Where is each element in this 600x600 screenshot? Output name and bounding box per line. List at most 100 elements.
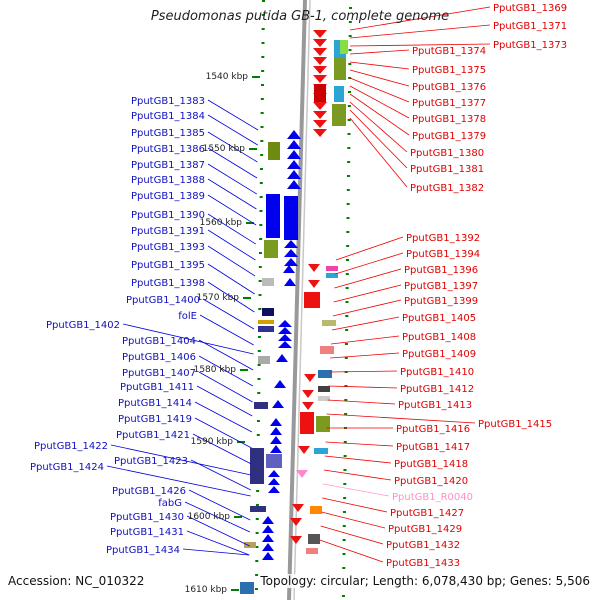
right-leader-line (328, 385, 398, 389)
right-gene-label: PputGB1_1415 (478, 419, 552, 430)
scale-dot (260, 154, 264, 156)
left-leader-line (207, 194, 257, 226)
right-leader-line (349, 77, 410, 103)
left-gene-label: PputGB1_1393 (131, 242, 205, 253)
right-leader-line (331, 335, 400, 345)
forward-gene-arrow (270, 445, 282, 453)
reverse-gene-box (320, 346, 334, 354)
left-leader-line (207, 163, 257, 195)
left-gene-label: PputGB1_1387 (131, 160, 205, 171)
scale-dot (255, 532, 259, 534)
gene-features (240, 30, 348, 594)
reverse-gene-arrow (290, 536, 302, 544)
scale-dot (259, 168, 263, 170)
scale-dot (347, 119, 351, 121)
left-leader-line (122, 323, 254, 355)
right-gene-label: PputGB1_1432 (386, 540, 460, 551)
scale-tick (231, 589, 239, 591)
scale-dot (254, 588, 258, 590)
left-leader-line (207, 229, 256, 261)
right-gene-label: PputGB1_1371 (493, 21, 567, 32)
scale-dot (257, 378, 261, 380)
right-gene-label: PputGB1_1377 (412, 98, 486, 109)
forward-gene-box (266, 194, 280, 238)
reverse-gene-arrow (313, 75, 327, 83)
reverse-gene-box (326, 266, 338, 271)
reverse-gene-box (318, 370, 332, 378)
left-gene-label: PputGB1_1431 (110, 527, 184, 538)
forward-gene-box (240, 582, 254, 594)
forward-gene-arrow (278, 320, 292, 327)
forward-gene-box (250, 506, 266, 512)
scale-dot (343, 483, 347, 485)
left-gene-label: fabG (158, 498, 182, 509)
left-leader-line (106, 465, 251, 497)
left-gene-label: PputGB1_1390 (131, 210, 205, 221)
reverse-gene-arrow (308, 280, 320, 288)
left-gene-label: PputGB1_1423 (114, 456, 188, 467)
forward-gene-arrow (268, 470, 280, 477)
right-gene-label: PputGB1_1417 (396, 442, 470, 453)
forward-gene-box (250, 448, 264, 484)
right-gene-label: PputGB1_1376 (412, 82, 486, 93)
scale-dot (344, 385, 348, 387)
scale-dot (259, 238, 263, 240)
forward-gene-box (254, 402, 268, 409)
right-gene-label: PputGB1_1378 (412, 114, 486, 125)
forward-gene-arrow (270, 436, 282, 444)
scale-dot (260, 112, 264, 114)
scale-tick (240, 369, 248, 371)
scale-dot (346, 203, 350, 205)
scale-dot (345, 273, 349, 275)
left-gene-label: PputGB1_1395 (131, 260, 205, 271)
left-gene-label: PputGB1_1400 (126, 295, 200, 306)
reverse-gene-box (326, 273, 338, 278)
scale-dot (259, 210, 263, 212)
left-leader-line (186, 515, 250, 547)
right-leader-line (349, 43, 491, 47)
scale-dot (347, 91, 351, 93)
right-gene-label: PputGB1_1374 (412, 46, 486, 57)
left-leader-line (202, 298, 255, 330)
right-gene-label: PputGB1_1399 (404, 296, 478, 307)
scale-dot (256, 490, 260, 492)
scale-label: 1550 kbp (203, 144, 246, 154)
forward-gene-arrow (287, 180, 301, 189)
scale-dot (261, 70, 265, 72)
scale-dot (346, 217, 350, 219)
left-leader-line (207, 131, 258, 163)
reverse-gene-box (332, 104, 346, 126)
scale-dot (257, 364, 261, 366)
left-leader-line (186, 530, 250, 556)
right-leader-line (330, 352, 400, 359)
forward-gene-arrow (262, 525, 274, 533)
right-leader-line (349, 85, 410, 119)
reverse-gene-box (306, 548, 318, 554)
scale-dot (346, 175, 350, 177)
forward-gene-box (266, 454, 282, 468)
right-leader-line (323, 469, 392, 481)
scale-tick (252, 76, 260, 78)
reverse-gene-box (334, 86, 344, 102)
scale-tick (243, 297, 251, 299)
reverse-gene-arrow (296, 470, 308, 478)
left-leader-line (198, 355, 254, 387)
right-gene-label: PputGB1_1413 (398, 400, 472, 411)
right-gene-label: PputGB1_R0040 (392, 492, 473, 503)
scale-dot (262, 0, 265, 2)
scale-dot (349, 7, 352, 9)
right-gene-label: PputGB1_1429 (388, 524, 462, 535)
right-gene-label: PputGB1_1373 (493, 40, 567, 51)
scale-dot (342, 567, 346, 569)
reverse-gene-box (314, 448, 328, 454)
right-leader-line (322, 483, 390, 497)
left-leader-line (190, 459, 251, 491)
right-leader-line (335, 236, 404, 261)
scale-dot (345, 287, 349, 289)
right-leader-line (335, 252, 404, 275)
left-leader-line (207, 281, 255, 313)
scale-dot (343, 497, 347, 499)
forward-gene-arrow (268, 478, 280, 485)
left-gene-label: PputGB1_1421 (116, 430, 190, 441)
scale-dot (347, 133, 351, 135)
